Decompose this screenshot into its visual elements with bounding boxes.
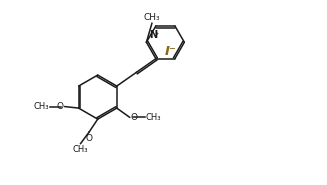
Text: I⁻: I⁻ (165, 45, 177, 58)
Text: CH₃: CH₃ (144, 13, 160, 22)
Text: CH₃: CH₃ (146, 113, 161, 122)
Text: CH₃: CH₃ (73, 145, 88, 154)
Text: O: O (86, 134, 93, 142)
Text: O: O (130, 113, 138, 122)
Text: N: N (149, 30, 157, 41)
Text: CH₃: CH₃ (34, 102, 49, 111)
Text: O: O (57, 102, 64, 111)
Text: ⁺: ⁺ (155, 31, 159, 41)
